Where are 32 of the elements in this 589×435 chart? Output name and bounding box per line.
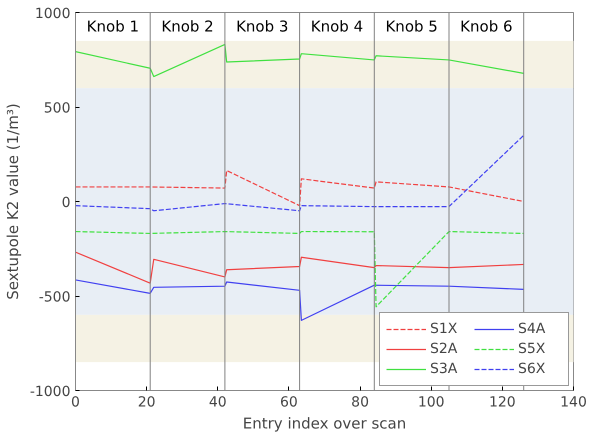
y-tick-label: -500: [38, 290, 71, 306]
y-tick-label: 0: [62, 195, 71, 211]
x-tick-label: 120: [488, 394, 516, 410]
y-tick-label: 1000: [34, 6, 71, 22]
y-tick-label: 500: [44, 100, 71, 116]
legend-label: S1X: [430, 321, 458, 337]
annotation: Knob 6: [460, 18, 513, 36]
annotation: Knob 5: [385, 18, 438, 36]
line-series: [76, 230, 524, 308]
line-series: [76, 170, 524, 206]
annotation: Knob 3: [236, 18, 288, 36]
x-axis-title: Entry index over scan: [242, 414, 406, 432]
line-series: [76, 44, 524, 78]
annotation: Knob 1: [86, 18, 140, 36]
y-axis-title: Sextupole K2 value (1/m³): [4, 103, 22, 300]
x-tick-label: 40: [208, 394, 227, 410]
x-tick-label: 100: [418, 394, 445, 410]
annotation: Knob 4: [310, 18, 364, 36]
legend-label: S2A: [430, 341, 458, 357]
line-series: [76, 252, 524, 284]
line-series: [76, 279, 524, 321]
line-series: [76, 134, 524, 212]
legend-label: S3A: [430, 361, 458, 377]
legend-label: S4A: [518, 321, 546, 337]
x-tick-label: 80: [351, 394, 369, 410]
x-tick-label: 140: [560, 394, 587, 410]
y-tick-label: -1000: [30, 384, 71, 400]
x-tick-label: 60: [280, 394, 298, 410]
annotation: Knob 2: [161, 18, 214, 36]
legend-label: S5X: [518, 341, 546, 357]
x-tick-label: 20: [138, 394, 156, 410]
legend-label: S6X: [518, 361, 546, 377]
